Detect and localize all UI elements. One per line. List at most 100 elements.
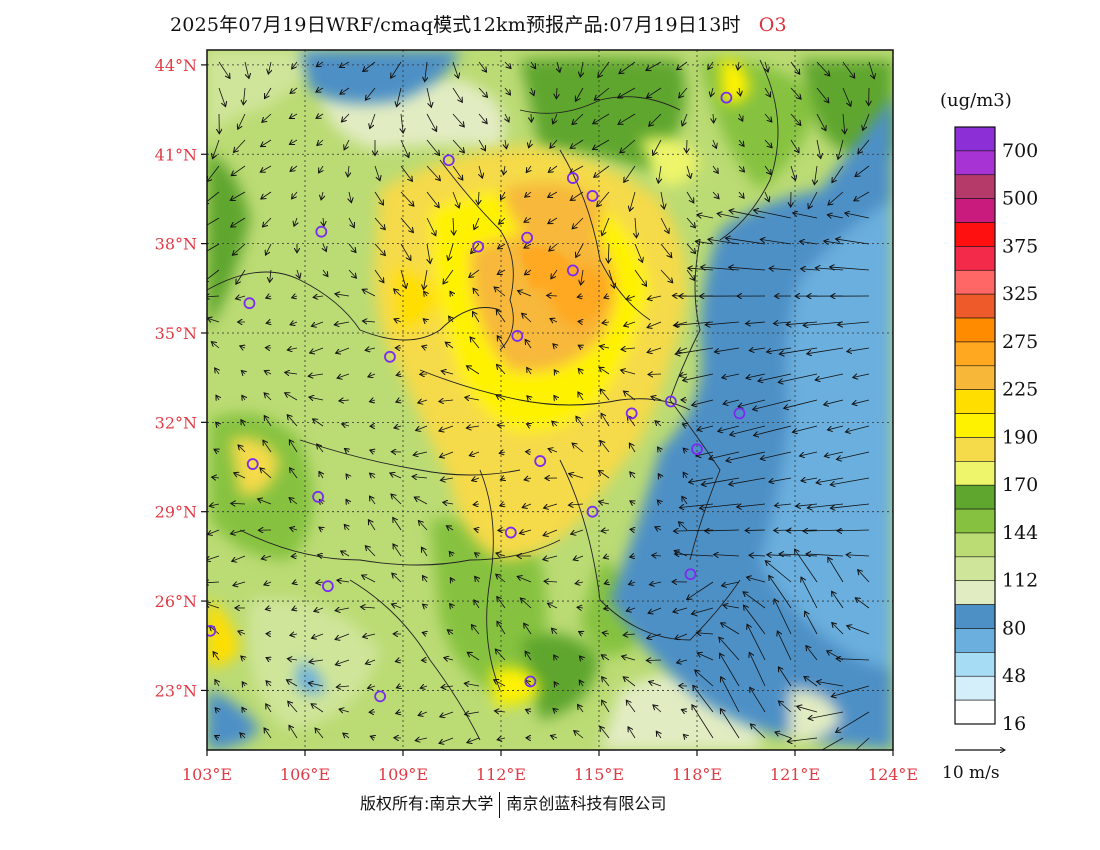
- wind-arrow: [262, 217, 272, 227]
- wind-arrow: [749, 348, 766, 351]
- wind-arrow: [786, 322, 818, 325]
- legend-swatch: [954, 532, 996, 558]
- lat-tick-label: 23°N: [155, 681, 197, 700]
- wind-arrow: [816, 61, 830, 76]
- wind-arrow: [238, 631, 246, 634]
- wind-arrow: [847, 347, 870, 352]
- wind-arrow: [344, 448, 349, 452]
- wind-arrow: [801, 577, 818, 609]
- legend-swatch: [954, 341, 996, 367]
- wind-arrow: [821, 737, 844, 750]
- wind-arrow: [400, 243, 411, 260]
- copyright-right: 南京创蓝科技有限公司: [506, 794, 667, 813]
- wind-arrow: [647, 87, 662, 98]
- wind-arrow: [863, 113, 870, 130]
- wind-arrow: [317, 444, 324, 453]
- wind-arrow: [845, 213, 870, 219]
- legend-label: 48: [1002, 665, 1026, 687]
- wind-arrow: [422, 632, 427, 634]
- wind-arrow: [626, 296, 636, 299]
- wind-arrow: [655, 527, 662, 530]
- reference-vector-label: 10 m/s: [942, 763, 1000, 783]
- wind-arrow: [674, 554, 714, 556]
- wind-arrow: [628, 727, 636, 739]
- legend-swatch: [954, 484, 996, 510]
- wind-arrow: [242, 707, 245, 712]
- wind-arrow: [261, 139, 272, 147]
- wind-arrow: [831, 685, 870, 697]
- wind-arrow: [500, 504, 505, 506]
- wind-arrow: [234, 473, 246, 479]
- wind-arrow: [264, 582, 272, 585]
- wind-arrow: [548, 603, 558, 609]
- wind-arrow: [570, 191, 584, 200]
- wind-arrow: [424, 291, 427, 296]
- wind-arrow: [602, 677, 610, 687]
- wind-arrow: [601, 530, 610, 531]
- wind-arrow: [556, 87, 557, 99]
- wind-arrow: [718, 425, 740, 431]
- wind-arrow: [495, 649, 506, 661]
- wind-arrow: [234, 139, 246, 152]
- city-markers: [207, 91, 746, 703]
- wind-arrow: [522, 504, 532, 508]
- wind-arrow: [800, 451, 818, 456]
- wind-arrow: [726, 451, 766, 461]
- wind-arrow: [368, 520, 376, 531]
- wind-arrow: [465, 397, 480, 400]
- legend-label: 375: [1002, 235, 1038, 257]
- wind-arrow: [469, 269, 480, 277]
- wind-arrow: [418, 521, 428, 531]
- wind-arrow: [290, 165, 298, 171]
- wind-arrow: [374, 191, 383, 205]
- wind-arrow: [290, 634, 298, 635]
- wind-arrow: [209, 504, 220, 506]
- wind-arrow: [316, 62, 324, 67]
- wind-arrow: [496, 553, 506, 556]
- wind-arrow: [494, 680, 506, 687]
- legend-swatch: [954, 198, 996, 223]
- wind-arrow: [478, 87, 487, 97]
- legend-swatch: [954, 628, 996, 653]
- wind-arrow: [400, 139, 409, 157]
- legend-label: 500: [1002, 188, 1038, 210]
- wind-arrow: [289, 114, 298, 118]
- wind-arrow: [830, 267, 870, 271]
- wind-arrow: [365, 546, 376, 557]
- wind-arrow: [240, 346, 245, 348]
- wind-arrow: [260, 468, 272, 479]
- legend-label: 112: [1002, 570, 1038, 592]
- wind-arrow: [660, 269, 673, 283]
- wind-arrow: [777, 631, 792, 661]
- wind-arrow: [339, 709, 350, 712]
- wind-arrow: [830, 503, 870, 508]
- wind-arrow: [575, 87, 584, 101]
- wind-arrow: [713, 139, 716, 148]
- wind-arrow: [635, 217, 637, 238]
- wind-arrow: [452, 165, 463, 180]
- wind-arrow: [764, 113, 772, 122]
- wind-arrow: [838, 139, 844, 159]
- wind-arrow: [418, 712, 428, 716]
- wind-arrow: [647, 347, 662, 352]
- wind-arrow: [348, 269, 356, 278]
- lat-tick-label: 32°N: [155, 413, 197, 432]
- wind-arrow: [400, 269, 406, 288]
- wind-arrow: [369, 496, 376, 505]
- wind-arrow: [243, 87, 245, 105]
- wind-arrow: [804, 676, 818, 687]
- wind-arrow: [787, 530, 818, 531]
- wind-arrow: [854, 191, 870, 201]
- wind-arrow: [420, 686, 428, 688]
- wind-arrow: [450, 604, 453, 608]
- wind-arrow: [365, 660, 376, 664]
- wind-arrow: [655, 421, 662, 427]
- wind-arrow: [745, 530, 766, 531]
- wind-arrow: [846, 425, 870, 432]
- wind-arrow: [858, 139, 870, 154]
- city-marker: [586, 505, 599, 518]
- wind-arrow: [679, 87, 688, 98]
- wind-arrow: [494, 287, 506, 297]
- wind-arrow: [692, 399, 714, 405]
- wind-arrow: [313, 419, 324, 427]
